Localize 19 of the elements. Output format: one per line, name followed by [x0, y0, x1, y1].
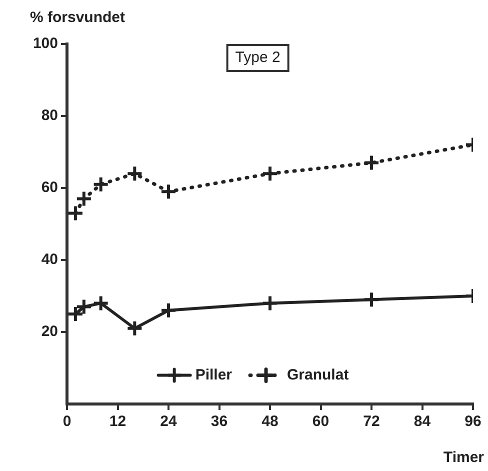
x-tick-label: 24 — [160, 413, 178, 430]
x-tick-label: 48 — [262, 413, 278, 430]
x-tick-label: 84 — [414, 413, 432, 430]
y-tick-label: 100 — [32, 35, 58, 52]
x-axis-title: Timer — [443, 449, 484, 466]
x-tick-label: 72 — [363, 413, 380, 430]
legend-label: Granulat — [287, 366, 349, 384]
y-tick-label: 20 — [41, 323, 58, 340]
x-tick-label: 12 — [109, 413, 126, 430]
x-tick-label: 0 — [62, 413, 72, 430]
y-tick-label: 40 — [41, 251, 58, 268]
y-axis-title: % forsvundet — [30, 9, 126, 26]
x-tick-label: 36 — [210, 413, 228, 430]
x-tick-label: 96 — [464, 413, 482, 430]
x-tick-label: 60 — [312, 413, 330, 430]
chart-title: Type 2 — [235, 49, 280, 66]
y-tick-label: 80 — [41, 107, 58, 124]
y-tick-label: 60 — [41, 179, 58, 196]
legend-label: Piller — [195, 366, 232, 384]
